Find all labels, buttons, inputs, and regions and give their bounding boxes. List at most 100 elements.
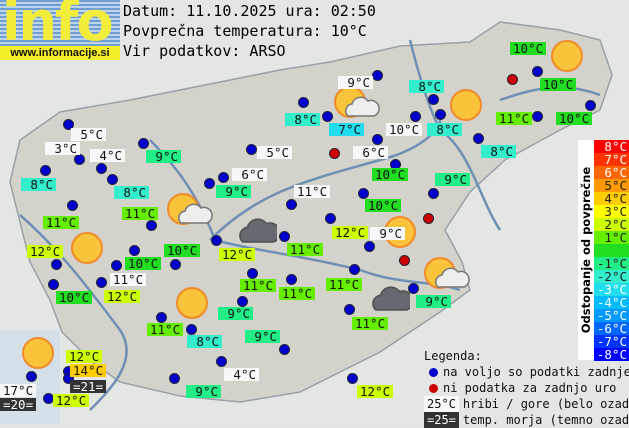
temperature-label: 12°C — [66, 350, 103, 363]
temperature-label: 10°C — [125, 257, 162, 270]
station-dot[interactable] — [129, 245, 140, 256]
station-dot[interactable] — [246, 144, 257, 155]
sun-icon — [176, 287, 208, 319]
mountain-temperature-label: 11°C — [294, 185, 331, 198]
temperature-label: 10°C — [556, 112, 593, 125]
legend: Legenda: na voljo so podatki zadnje ure … — [424, 348, 629, 428]
station-dot[interactable] — [67, 200, 78, 211]
station-dot[interactable] — [63, 119, 74, 130]
sea-temperature-label: =21= — [70, 380, 107, 393]
temperature-label: 12°C — [332, 226, 369, 239]
station-dot[interactable] — [48, 279, 59, 290]
scale-step: -6°C — [594, 322, 629, 335]
mountain-temperature-label: 3°C — [45, 142, 80, 155]
scale-step: -1°C — [594, 257, 629, 270]
station-dot[interactable] — [279, 344, 290, 355]
station-dot[interactable] — [170, 259, 181, 270]
station-dot[interactable] — [111, 260, 122, 271]
station-dot[interactable] — [279, 231, 290, 242]
site-logo[interactable]: info www.informacije.si — [0, 0, 120, 60]
station-dot[interactable] — [169, 373, 180, 384]
legend-missing-text: ni podatka za zadnjo uro — [443, 381, 617, 395]
station-dot[interactable] — [40, 165, 51, 176]
temperature-label: 11°C — [43, 216, 80, 229]
station-dot[interactable] — [216, 356, 227, 367]
station-dot[interactable] — [96, 277, 107, 288]
average-temperature-line: Povprečna temperatura: 10°C — [123, 22, 367, 40]
station-dot[interactable] — [428, 188, 439, 199]
station-dot-no-data[interactable] — [423, 213, 434, 224]
temperature-label: 10°C — [164, 244, 201, 257]
scale-step: -2°C — [594, 270, 629, 283]
temperature-label: 8°C — [409, 80, 444, 93]
mountain-temperature-label: 9°C — [370, 227, 405, 240]
temperature-label: 11°C — [287, 243, 324, 256]
station-dot[interactable] — [349, 264, 360, 275]
scale-step: 3°C — [594, 205, 629, 218]
station-dot[interactable] — [372, 134, 383, 145]
station-dot[interactable] — [218, 172, 229, 183]
temperature-label: 9°C — [186, 385, 221, 398]
scale-step: 5°C — [594, 179, 629, 192]
mountain-temperature-label: 5°C — [257, 146, 292, 159]
station-dot[interactable] — [63, 373, 74, 384]
station-dot[interactable] — [372, 70, 383, 81]
station-dot[interactable] — [138, 138, 149, 149]
sun-icon — [71, 232, 103, 264]
station-dot[interactable] — [532, 66, 543, 77]
station-dot[interactable] — [347, 373, 358, 384]
temperature-label: 9°C — [416, 295, 451, 308]
station-dot[interactable] — [428, 94, 439, 105]
station-dot[interactable] — [585, 100, 596, 111]
station-dot[interactable] — [435, 109, 446, 120]
station-dot[interactable] — [344, 304, 355, 315]
deviation-scale: 8°C 7°C 6°C 5°C 4°C 3°C 2°C 1°C -1°C -2°C -3°C -4°C… — [594, 140, 629, 361]
station-dot[interactable] — [146, 220, 157, 231]
scale-step: 6°C — [594, 166, 629, 179]
legend-missing: ni podatka za zadnjo uro — [424, 380, 629, 396]
station-dot[interactable] — [532, 111, 543, 122]
temperature-label: 11°C — [240, 279, 277, 292]
station-dot[interactable] — [107, 174, 118, 185]
scale-step: -7°C — [594, 335, 629, 348]
scale-step: 1°C — [594, 231, 629, 244]
mountain-temperature-label: 11°C — [110, 273, 147, 286]
mountain-temperature-label: 17°C — [0, 384, 37, 397]
temperature-label: 10°C — [56, 291, 93, 304]
station-dot[interactable] — [237, 296, 248, 307]
blue-dot-icon — [429, 368, 438, 377]
sun-icon — [450, 89, 482, 121]
station-dot[interactable] — [26, 371, 37, 382]
station-dot[interactable] — [204, 178, 215, 189]
mountain-temperature-label: 5°C — [71, 128, 106, 141]
station-dot[interactable] — [51, 259, 62, 270]
mountain-temperature-label: 9°C — [338, 76, 373, 89]
station-dot-no-data[interactable] — [329, 148, 340, 159]
temperature-label: 12°C — [27, 245, 64, 258]
station-dot[interactable] — [156, 312, 167, 323]
station-dot-no-data[interactable] — [399, 255, 410, 266]
station-dot[interactable] — [408, 283, 419, 294]
station-dot[interactable] — [247, 268, 258, 279]
temperature-label: 8°C — [481, 145, 516, 158]
station-dot[interactable] — [186, 324, 197, 335]
station-dot[interactable] — [286, 199, 297, 210]
station-dot[interactable] — [96, 163, 107, 174]
dark-cloud-icon — [239, 218, 277, 243]
station-dot[interactable] — [473, 133, 484, 144]
station-dot[interactable] — [358, 188, 369, 199]
station-dot[interactable] — [298, 97, 309, 108]
station-dot[interactable] — [211, 235, 222, 246]
station-dot[interactable] — [286, 274, 297, 285]
station-dot-no-data[interactable] — [507, 74, 518, 85]
date-line: Datum: 11.10.2025 ura: 02:50 — [123, 2, 376, 20]
station-dot[interactable] — [325, 213, 336, 224]
sun-cloud-icon — [167, 193, 213, 225]
station-dot[interactable] — [410, 111, 421, 122]
logo-url[interactable]: www.informacije.si — [0, 46, 120, 60]
station-dot[interactable] — [364, 241, 375, 252]
station-dot[interactable] — [322, 111, 333, 122]
sea-temperature-label: =20= — [0, 398, 37, 411]
temperature-label: 12°C — [104, 290, 141, 303]
